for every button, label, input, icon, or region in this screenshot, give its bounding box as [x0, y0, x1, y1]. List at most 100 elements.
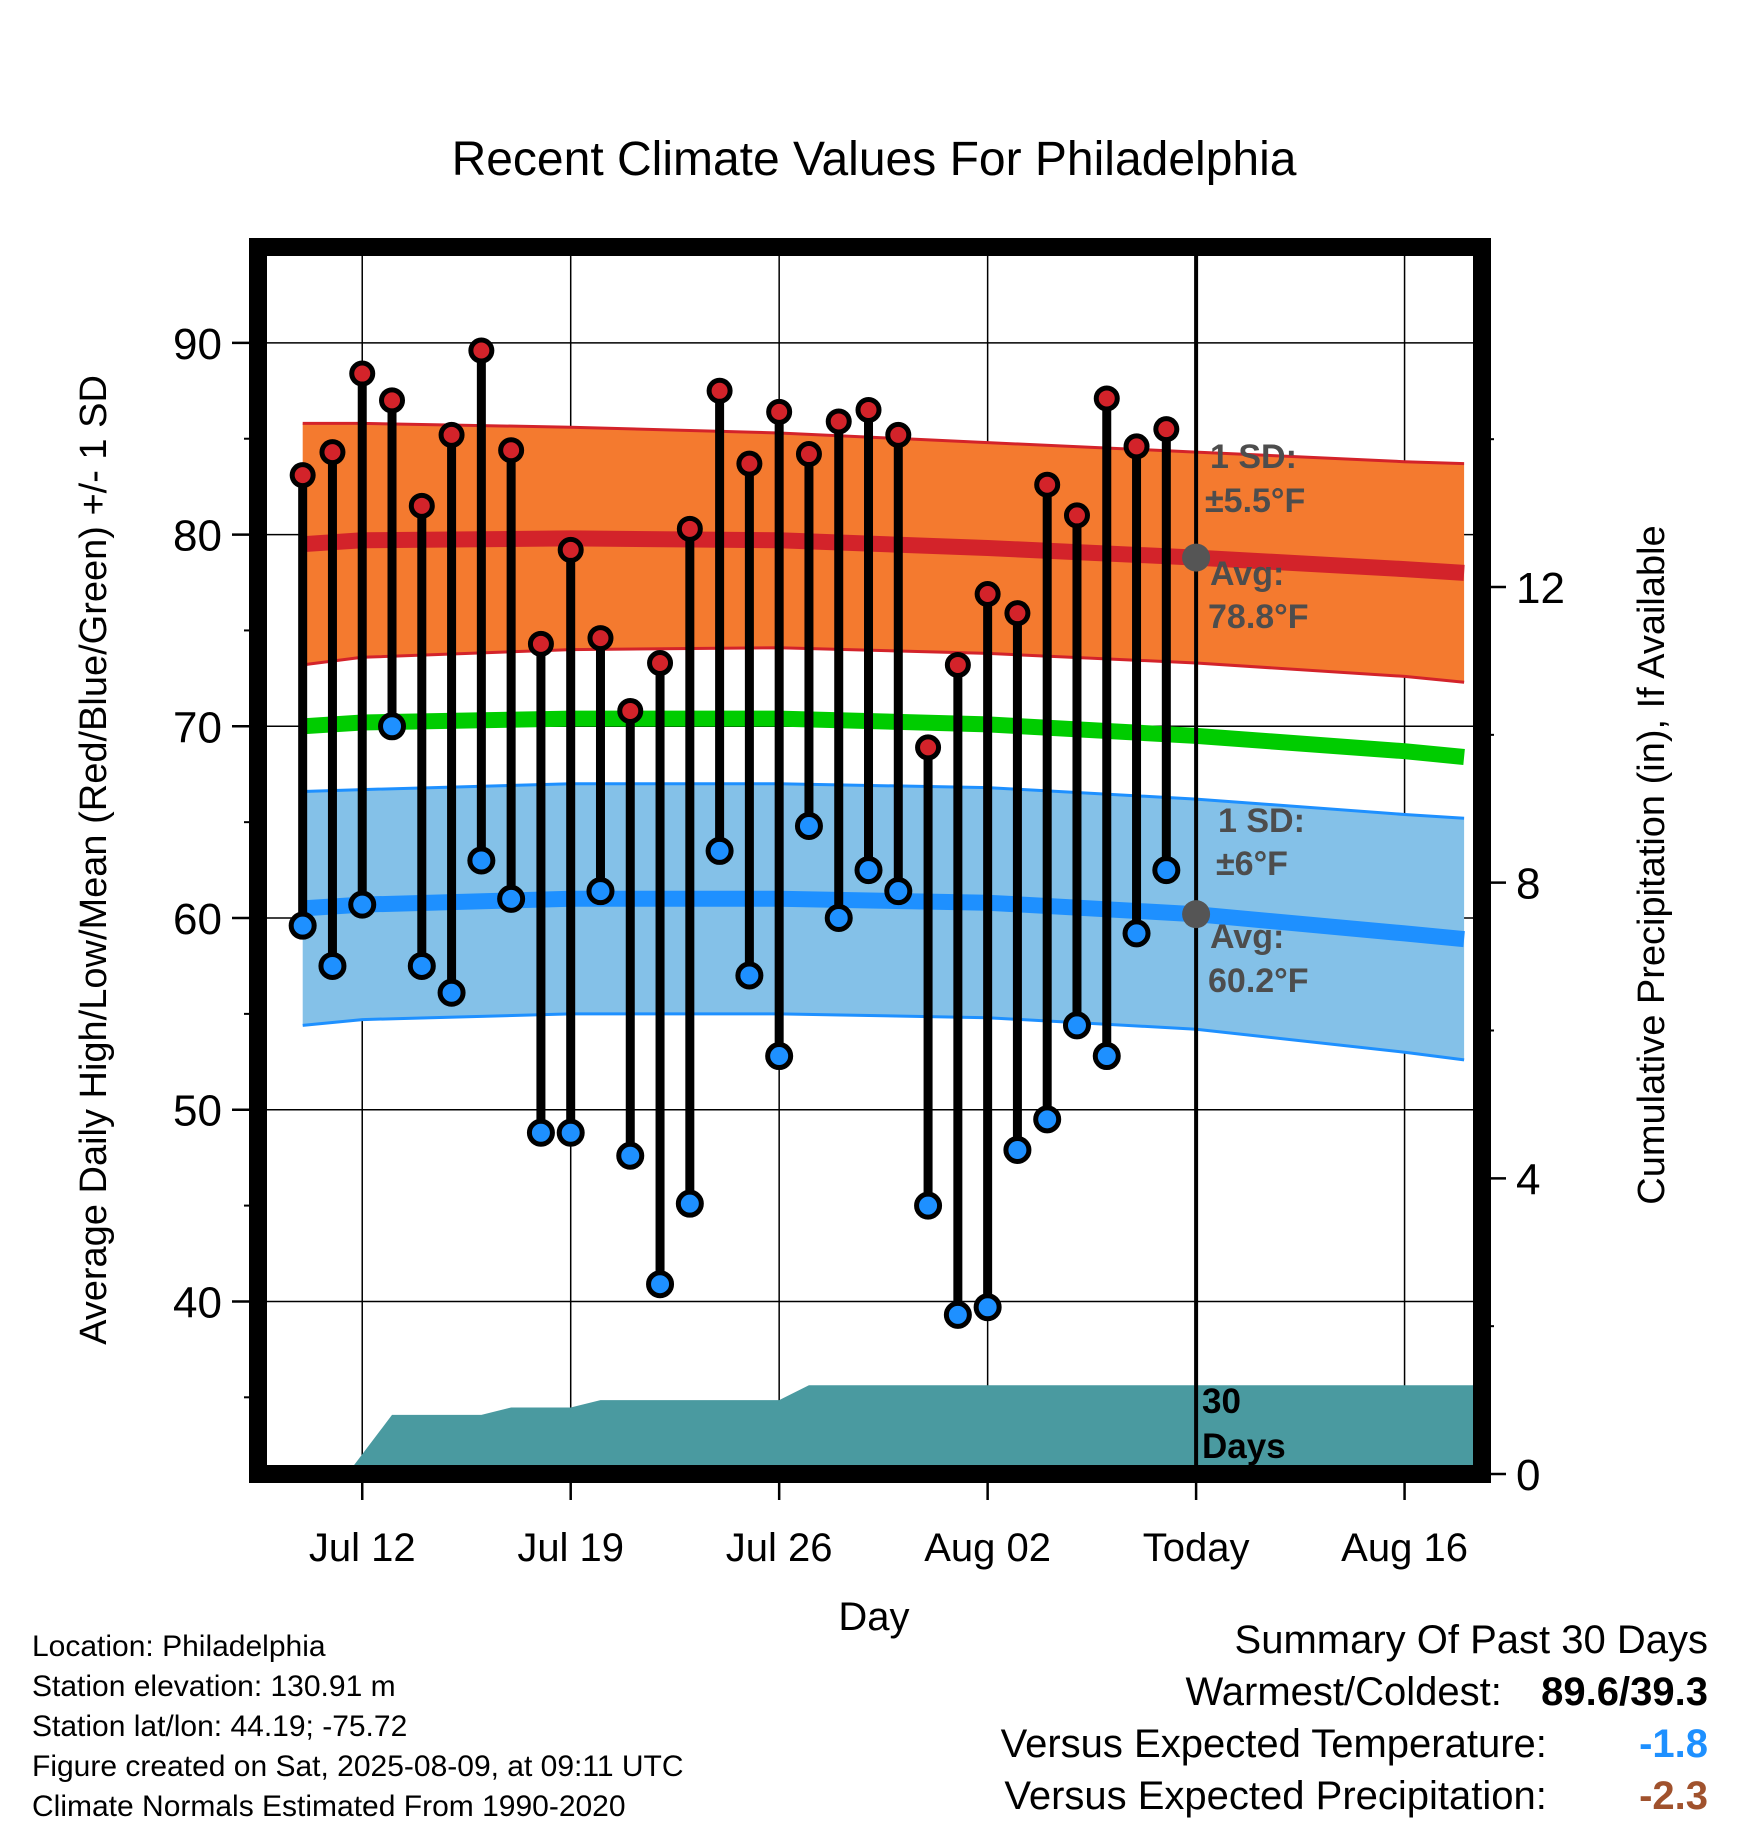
- y-axis-label: Average Daily High/Low/Mean (Red/Blue/Gr…: [73, 375, 115, 1345]
- x-tick-label: Aug 02: [924, 1526, 1051, 1570]
- low-point: [765, 1042, 794, 1071]
- high-avg-label: Avg:: [1210, 555, 1284, 593]
- daily-record: [914, 734, 943, 1220]
- elevation-text: Station elevation: 130.91 m: [32, 1670, 396, 1703]
- temp-label: Versus Expected Temperature:: [1000, 1722, 1547, 1766]
- low-point: [407, 951, 436, 980]
- low-point: [973, 1293, 1002, 1322]
- daily-record: [735, 450, 764, 990]
- high-point: [825, 408, 852, 435]
- low-point: [1092, 1042, 1121, 1071]
- y-tick-label: 50: [173, 1087, 222, 1136]
- daily-record: [467, 337, 496, 875]
- daily-record: [854, 396, 883, 885]
- daily-record: [497, 437, 526, 913]
- daily-record: [407, 492, 436, 980]
- created-text: Figure created on Sat, 2025-08-09, at 09…: [32, 1750, 684, 1783]
- summary-warm-cold: Warmest/Coldest: 89.6/39.3: [1001, 1670, 1709, 1722]
- daily-record: [1152, 416, 1181, 885]
- high-point: [885, 421, 912, 448]
- y2-tick-label: 12: [1516, 564, 1565, 613]
- high-point: [647, 650, 674, 677]
- precip-area: [258, 1385, 1482, 1474]
- cumulative-precip-area: [258, 1385, 1482, 1474]
- low-point: [854, 856, 883, 885]
- high-point: [974, 581, 1001, 608]
- high-point: [795, 441, 822, 468]
- low-sd-upper-line: [302, 782, 1465, 820]
- high-sd-upper-line: [302, 421, 1465, 466]
- daily-record: [824, 408, 853, 933]
- y-tick-label: 80: [173, 512, 222, 561]
- high-point: [706, 377, 733, 404]
- low-avg-label: Avg:: [1210, 918, 1284, 956]
- high-point: [1034, 471, 1061, 498]
- low-point: [1152, 856, 1181, 885]
- low-sd-label: 1 SD:: [1218, 802, 1305, 840]
- normal-annotations: 1 SD: ±5.5°F Avg: 78.8°F 1 SD: ±6°F Avg: 60.2°F…: [1182, 438, 1309, 1466]
- daily-record: [378, 387, 407, 741]
- normal-bands: [302, 421, 1465, 1062]
- high-point: [468, 337, 495, 364]
- x-axis-label: Day: [838, 1595, 909, 1639]
- high-point: [676, 515, 703, 542]
- low-point: [914, 1191, 943, 1220]
- high-point: [587, 625, 614, 652]
- high-point: [1063, 502, 1090, 529]
- low-point: [467, 846, 496, 875]
- low-point: [1033, 1105, 1062, 1134]
- daily-record: [586, 625, 615, 906]
- high-point: [1153, 416, 1180, 443]
- low-point: [318, 951, 347, 980]
- low-point: [824, 904, 853, 933]
- plot-frame: [249, 238, 1491, 1483]
- y2-tick-label: 8: [1516, 860, 1540, 909]
- high-sd-value: ±5.5°F: [1205, 482, 1305, 520]
- high-sd-label: 1 SD:: [1210, 438, 1297, 476]
- x-tick-label: Jul 19: [517, 1526, 624, 1570]
- high-point: [557, 536, 584, 563]
- warm-cold-label: Warmest/Coldest:: [1185, 1670, 1502, 1714]
- high-point: [498, 437, 525, 464]
- precip-label: Versus Expected Precipitation:: [1004, 1774, 1547, 1818]
- daily-record: [616, 697, 645, 1170]
- low-sd-lower-line: [302, 1012, 1465, 1062]
- daily-record: [348, 360, 377, 919]
- low-point: [794, 811, 823, 840]
- y2-tick-label: 0: [1516, 1451, 1540, 1500]
- daily-record: [1033, 471, 1062, 1134]
- y-tick-label: 90: [173, 320, 222, 369]
- y-tick-label: 70: [173, 703, 222, 752]
- daily-record: [765, 398, 794, 1071]
- high-point: [736, 450, 763, 477]
- high-point: [944, 651, 971, 678]
- warm-cold-value: 89.6/39.3: [1541, 1670, 1708, 1714]
- high-point: [1123, 433, 1150, 460]
- temp-value: -1.8: [1639, 1722, 1708, 1766]
- daily-observations: [288, 337, 1181, 1329]
- axes: 40 50 60 70 80 90 0 4 8 12 Jul 12 Jul 19 Jul 26 Aug 0…: [73, 320, 1673, 1639]
- high-point: [289, 462, 316, 489]
- low-point: [735, 961, 764, 990]
- location-text: Location: Philadelphia: [32, 1630, 326, 1663]
- days-count-label: 30: [1202, 1382, 1241, 1421]
- summary-precip: Versus Expected Precipitation: -2.3: [1001, 1774, 1708, 1826]
- low-point: [1122, 919, 1151, 948]
- low-point: [378, 712, 407, 741]
- daily-record: [1122, 433, 1151, 948]
- y2-tick-label: 4: [1516, 1155, 1540, 1204]
- daily-record: [1092, 385, 1121, 1071]
- low-point: [526, 1118, 555, 1147]
- daily-record: [705, 377, 734, 865]
- low-point: [1062, 1011, 1091, 1040]
- high-sd-band: [302, 423, 1465, 683]
- daily-record: [318, 439, 347, 980]
- daily-record: [288, 462, 317, 940]
- high-point: [319, 439, 346, 466]
- daily-record: [943, 651, 972, 1329]
- low-point: [675, 1189, 704, 1218]
- low-point: [646, 1270, 675, 1299]
- chart-title: Recent Climate Values For Philadelphia: [452, 133, 1297, 186]
- today-low-avg-dot: [1182, 900, 1211, 929]
